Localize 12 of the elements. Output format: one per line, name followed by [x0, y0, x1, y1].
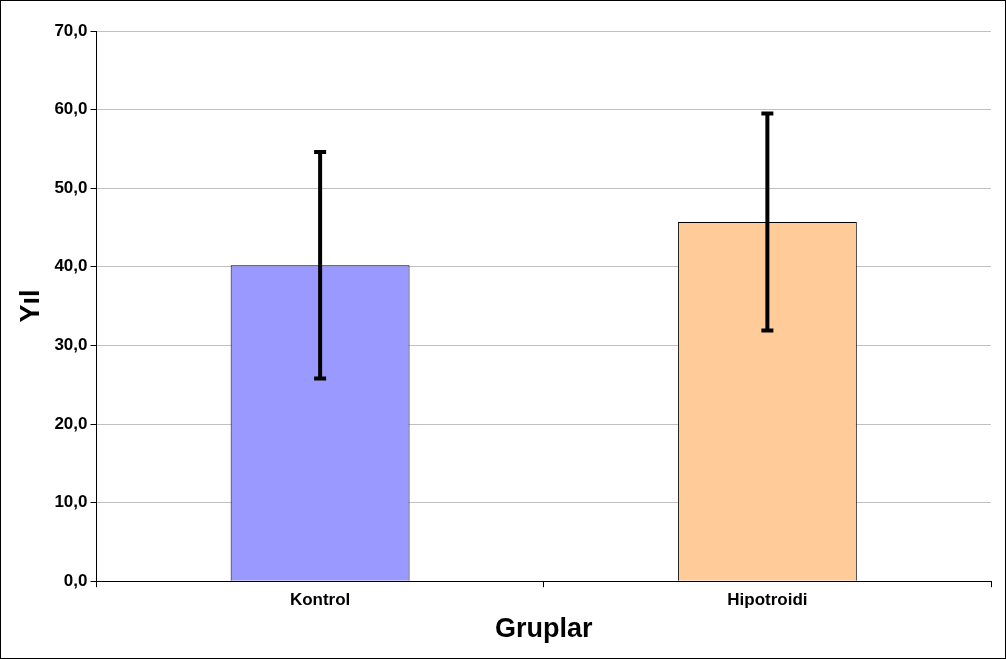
y-tick-label: 10,0 [54, 492, 88, 512]
y-tick-label: 30,0 [54, 335, 88, 355]
y-tick-label: 60,0 [54, 99, 88, 119]
x-axis-title: Gruplar [494, 613, 593, 644]
y-tick-label: 0,0 [63, 570, 88, 590]
y-tick-label: 20,0 [54, 413, 88, 433]
y-tick-label: 40,0 [54, 256, 88, 276]
x-tick-label: Hipotroidi [727, 590, 808, 610]
y-tick-label: 50,0 [54, 177, 88, 197]
y-tick-label: 70,0 [54, 20, 88, 40]
x-tick-label: Kontrol [289, 590, 351, 610]
y-axis-title: Yıl [14, 289, 45, 323]
